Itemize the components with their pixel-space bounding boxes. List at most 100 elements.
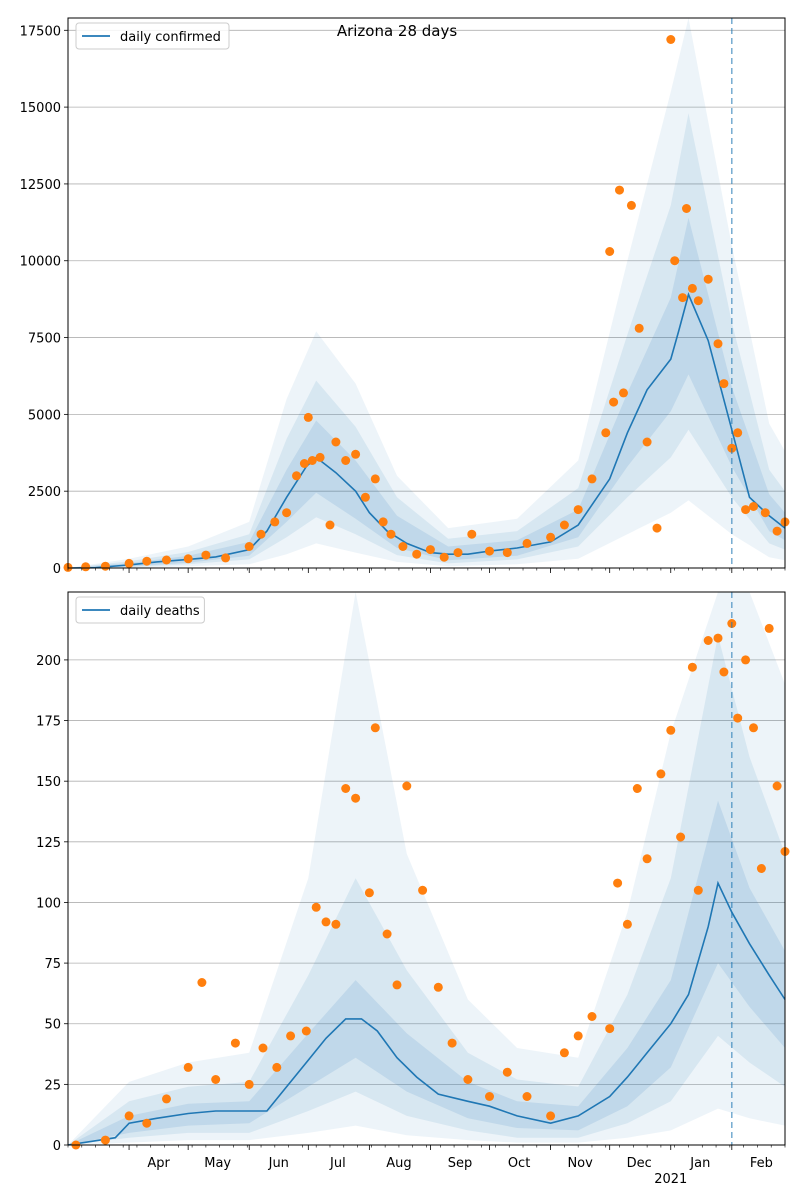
- confidence-band-2: [68, 635, 785, 1145]
- legend-box: [75, 596, 205, 624]
- legend-box: [75, 22, 230, 50]
- data-point: [303, 412, 313, 422]
- data-point: [652, 523, 662, 533]
- data-point: [81, 562, 91, 572]
- x-tick-label: Nov: [567, 1156, 593, 1171]
- data-point: [412, 549, 422, 559]
- data-point: [301, 1026, 311, 1036]
- y-tick-label: 5000: [28, 408, 61, 423]
- data-point: [670, 256, 680, 266]
- data-point: [325, 520, 335, 530]
- y-tick-label: 0: [53, 562, 61, 577]
- x-tick-label: Feb: [750, 1156, 773, 1171]
- data-point: [656, 769, 666, 779]
- data-point: [201, 550, 211, 560]
- data-point: [331, 437, 341, 447]
- data-point: [756, 864, 766, 873]
- data-point: [398, 542, 408, 551]
- data-point: [502, 548, 512, 558]
- data-point: [719, 379, 729, 389]
- data-point: [386, 529, 396, 539]
- data-point: [221, 553, 231, 563]
- data-point: [378, 517, 388, 527]
- y-tick-label: 200: [36, 654, 61, 669]
- data-point: [682, 204, 691, 213]
- data-point: [183, 1062, 193, 1072]
- series-line: [67, 880, 786, 1146]
- data-point: [256, 529, 266, 539]
- data-point: [439, 552, 449, 562]
- data-point: [626, 200, 636, 210]
- x-tick-label: Aug: [386, 1156, 411, 1171]
- data-point: [286, 1031, 296, 1041]
- data-point: [425, 545, 435, 555]
- data-point: [270, 517, 280, 527]
- legend-label: daily confirmed: [120, 30, 221, 45]
- data-point: [244, 542, 254, 551]
- data-point: [360, 492, 370, 502]
- data-point: [351, 449, 361, 459]
- data-point: [447, 1038, 457, 1048]
- data-point: [605, 1024, 615, 1034]
- data-point: [321, 917, 331, 927]
- data-point: [230, 1038, 240, 1048]
- y-tick-label: 25: [44, 1078, 61, 1093]
- data-point: [311, 902, 321, 912]
- data-point: [749, 723, 758, 733]
- data-point: [687, 283, 697, 293]
- data-point: [741, 505, 751, 515]
- data-point: [453, 548, 463, 558]
- data-point: [587, 474, 597, 484]
- y-tick-label: 125: [36, 836, 61, 851]
- data-point: [693, 296, 703, 306]
- data-point: [615, 185, 624, 195]
- data-point: [142, 556, 152, 566]
- x-tick-label: Jan: [689, 1156, 710, 1171]
- legend-label: daily deaths: [120, 604, 200, 619]
- data-point: [546, 1111, 556, 1121]
- data-point: [559, 520, 569, 530]
- y-tick-label: 0: [53, 1139, 61, 1154]
- confidence-band-1: [68, 217, 785, 568]
- data-point: [485, 1092, 494, 1101]
- data-point: [666, 725, 676, 735]
- data-point: [392, 980, 402, 990]
- data-point: [559, 1048, 569, 1058]
- data-point: [613, 878, 623, 888]
- data-point: [703, 636, 713, 645]
- data-point: [162, 555, 171, 565]
- data-point: [642, 854, 652, 864]
- data-point: [183, 554, 193, 564]
- data-point: [382, 929, 392, 939]
- chart-title: Arizona 28 days: [337, 22, 458, 40]
- data-point: [341, 784, 351, 793]
- data-point: [522, 538, 532, 548]
- data-point: [522, 1092, 532, 1101]
- data-point: [587, 1012, 597, 1021]
- data-point: [502, 1067, 512, 1077]
- data-point: [609, 397, 619, 407]
- confidence-band-2: [68, 113, 785, 569]
- data-point: [244, 1079, 254, 1089]
- data-point: [687, 662, 697, 672]
- data-point: [741, 655, 751, 665]
- data-point: [364, 888, 374, 898]
- data-point: [573, 1031, 583, 1041]
- x-tick-label: Sep: [448, 1156, 473, 1171]
- data-point: [100, 1135, 110, 1145]
- legend: daily deaths: [75, 596, 205, 624]
- data-point: [485, 546, 494, 556]
- data-point: [678, 293, 688, 303]
- data-point: [258, 1043, 268, 1053]
- data-point: [764, 623, 774, 633]
- legend: daily confirmed: [75, 22, 230, 50]
- data-point: [632, 784, 642, 793]
- data-point: [418, 885, 428, 895]
- data-point: [282, 508, 292, 518]
- x-tick-label: Dec: [627, 1156, 652, 1171]
- data-point: [573, 505, 583, 515]
- data-point: [197, 978, 207, 987]
- data-point: [772, 781, 782, 791]
- data-point: [124, 558, 134, 568]
- confidence-band-3: [68, 592, 785, 1145]
